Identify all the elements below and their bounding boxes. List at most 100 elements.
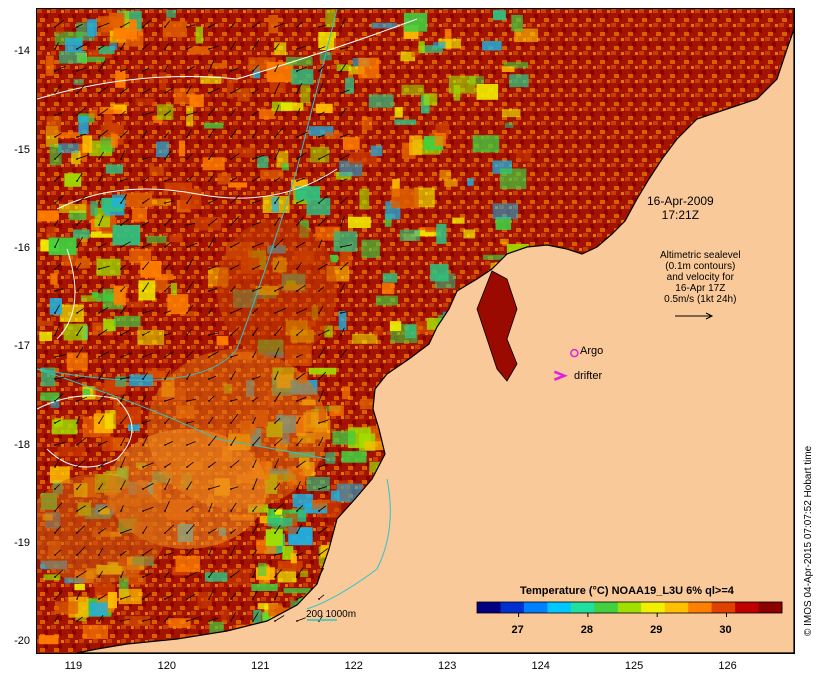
sst-patch bbox=[467, 178, 474, 186]
vector-origin bbox=[318, 180, 320, 182]
velocity-vector bbox=[274, 592, 279, 600]
velocity-vector bbox=[208, 107, 216, 116]
velocity-vector bbox=[340, 311, 348, 314]
vector-origin bbox=[142, 532, 144, 534]
vector-origin bbox=[318, 488, 320, 490]
vector-origin bbox=[208, 48, 210, 50]
vector-origin bbox=[230, 114, 232, 116]
sst-patch bbox=[308, 126, 334, 136]
sst-patch bbox=[360, 398, 374, 410]
velocity-vector bbox=[76, 396, 88, 402]
vector-origin bbox=[142, 26, 144, 28]
velocity-vector bbox=[230, 370, 236, 380]
vector-origin bbox=[318, 444, 320, 446]
velocity-vector bbox=[120, 150, 126, 160]
velocity-vector bbox=[252, 308, 259, 314]
vector-origin bbox=[98, 334, 100, 336]
velocity-vector bbox=[230, 153, 240, 160]
velocity-vector bbox=[76, 525, 86, 534]
vector-origin bbox=[98, 312, 100, 314]
velocity-vector bbox=[98, 174, 103, 182]
vector-origin bbox=[120, 114, 122, 116]
sst-patch bbox=[345, 77, 354, 94]
sst-patch bbox=[39, 331, 52, 341]
velocity-vector bbox=[76, 107, 87, 116]
vector-origin bbox=[142, 356, 144, 358]
sst-patch bbox=[414, 230, 441, 237]
vector-origin bbox=[296, 510, 298, 512]
sst-patch bbox=[55, 132, 80, 138]
vector-origin bbox=[98, 620, 100, 622]
velocity-vector bbox=[142, 19, 151, 28]
sst-patch bbox=[45, 55, 54, 76]
sst-patch bbox=[112, 194, 126, 208]
vector-origin bbox=[54, 422, 56, 424]
sst-patch bbox=[50, 466, 70, 484]
vector-origin bbox=[208, 576, 210, 578]
velocity-vector bbox=[98, 307, 109, 314]
vector-origin bbox=[252, 290, 254, 292]
vector-origin bbox=[76, 92, 78, 94]
velocity-vector bbox=[208, 502, 213, 512]
vector-origin bbox=[54, 26, 56, 28]
velocity-vector bbox=[76, 195, 87, 204]
velocity-vector bbox=[98, 45, 105, 50]
velocity-vector bbox=[98, 440, 108, 446]
colorbar-swatch bbox=[664, 602, 689, 613]
vector-origin bbox=[164, 510, 166, 512]
vector-origin bbox=[54, 400, 56, 402]
colorbar-swatch bbox=[711, 602, 736, 613]
sst-patch bbox=[384, 213, 392, 227]
sst-patch bbox=[371, 22, 397, 29]
velocity-vector bbox=[296, 177, 306, 182]
velocity-vector bbox=[230, 40, 237, 50]
vector-origin bbox=[98, 576, 100, 578]
velocity-vector bbox=[274, 104, 280, 116]
vector-origin bbox=[142, 70, 144, 72]
vector-origin bbox=[208, 202, 210, 204]
velocity-vector bbox=[186, 195, 193, 204]
vector-origin bbox=[54, 268, 56, 270]
vector-origin bbox=[76, 422, 78, 424]
sst-patch bbox=[501, 66, 515, 72]
vector-origin bbox=[274, 246, 276, 248]
y-tick-label: -17 bbox=[14, 340, 30, 353]
velocity-vector bbox=[98, 614, 104, 622]
velocity-vector bbox=[318, 594, 325, 600]
velocity-vector bbox=[296, 523, 303, 534]
vector-origin bbox=[142, 554, 144, 556]
sst-patch bbox=[54, 601, 79, 614]
sst-patch bbox=[123, 10, 130, 28]
colorbar-swatch bbox=[523, 602, 548, 613]
vector-origin bbox=[54, 620, 56, 622]
sst-patch bbox=[82, 135, 93, 153]
sst-patch bbox=[119, 343, 127, 349]
velocity-vector bbox=[164, 594, 174, 600]
vector-origin bbox=[164, 268, 166, 270]
sst-patch bbox=[104, 379, 124, 391]
vector-origin bbox=[76, 224, 78, 226]
vector-origin bbox=[142, 268, 144, 270]
sst-patch bbox=[217, 173, 232, 185]
contour-line bbox=[37, 9, 338, 381]
sst-patch bbox=[135, 98, 155, 105]
velocity-vector bbox=[76, 546, 86, 556]
velocity-vector bbox=[98, 527, 106, 534]
velocity-vector bbox=[274, 43, 280, 50]
sst-patch bbox=[265, 529, 283, 546]
velocity-vector bbox=[142, 130, 148, 138]
contour-line bbox=[37, 368, 328, 460]
velocity-vector bbox=[296, 216, 305, 226]
vector-origin bbox=[186, 70, 188, 72]
vector-origin bbox=[230, 378, 232, 380]
vector-origin bbox=[76, 334, 78, 336]
sst-patch bbox=[164, 182, 193, 190]
sst-patch bbox=[291, 69, 314, 85]
colorbar-title: Temperature (°C) NOAA19_L3U 6% ql>=4 bbox=[520, 585, 734, 597]
sst-patch bbox=[296, 506, 306, 518]
vector-origin bbox=[120, 92, 122, 94]
y-tick-label: -14 bbox=[14, 45, 30, 58]
velocity-vector bbox=[164, 501, 170, 512]
sst-patch bbox=[57, 446, 86, 457]
sst-patch bbox=[156, 104, 174, 120]
